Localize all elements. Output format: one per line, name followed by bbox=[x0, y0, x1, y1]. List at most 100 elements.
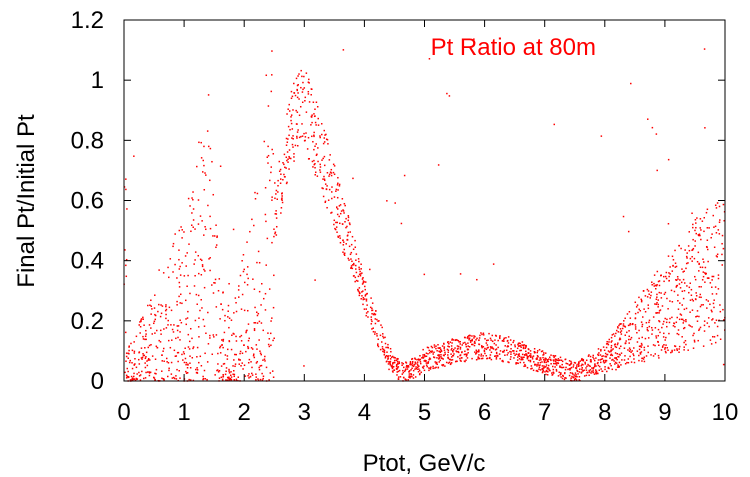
data-point bbox=[657, 280, 660, 283]
data-point bbox=[271, 370, 274, 372]
data-point bbox=[693, 339, 696, 342]
data-point bbox=[255, 376, 258, 378]
data-point bbox=[365, 308, 368, 310]
data-point bbox=[612, 358, 614, 361]
data-point bbox=[543, 360, 546, 363]
data-point bbox=[554, 358, 557, 360]
data-point bbox=[634, 301, 637, 304]
data-point bbox=[576, 375, 578, 378]
data-point bbox=[405, 366, 408, 368]
data-point bbox=[684, 339, 687, 342]
data-point bbox=[139, 374, 142, 376]
data-point bbox=[522, 346, 525, 349]
data-point bbox=[192, 219, 195, 221]
data-point bbox=[718, 233, 721, 235]
data-point bbox=[572, 364, 575, 366]
data-point bbox=[240, 334, 243, 337]
data-point bbox=[557, 358, 560, 360]
data-point bbox=[323, 137, 326, 139]
data-point bbox=[328, 159, 331, 161]
data-point bbox=[658, 344, 660, 346]
data-point bbox=[655, 312, 658, 314]
data-point bbox=[646, 327, 649, 329]
data-point bbox=[202, 375, 204, 378]
data-point bbox=[322, 195, 325, 198]
data-point bbox=[188, 348, 191, 350]
data-point bbox=[474, 353, 477, 355]
data-point bbox=[600, 361, 602, 364]
data-point bbox=[451, 342, 453, 344]
data-point bbox=[529, 350, 532, 352]
data-point bbox=[632, 353, 634, 355]
data-point bbox=[655, 335, 657, 337]
data-point bbox=[432, 367, 434, 370]
data-point bbox=[629, 338, 632, 341]
data-point bbox=[351, 235, 354, 238]
data-point bbox=[560, 373, 562, 375]
data-point bbox=[629, 322, 632, 325]
data-point bbox=[310, 94, 312, 96]
data-point bbox=[545, 373, 547, 376]
data-point bbox=[671, 351, 673, 353]
data-point bbox=[584, 363, 587, 365]
data-point bbox=[257, 379, 260, 382]
data-point bbox=[545, 369, 548, 372]
data-point bbox=[422, 354, 424, 356]
data-point bbox=[521, 353, 524, 356]
data-point bbox=[679, 279, 681, 281]
data-point bbox=[660, 292, 662, 294]
data-point bbox=[456, 345, 459, 347]
data-point bbox=[638, 329, 640, 332]
data-point bbox=[608, 338, 611, 341]
data-point bbox=[615, 357, 617, 360]
data-point bbox=[242, 368, 244, 370]
data-point bbox=[449, 341, 452, 343]
data-point bbox=[717, 288, 720, 290]
data-point bbox=[162, 347, 165, 350]
data-point bbox=[576, 366, 578, 368]
data-point bbox=[600, 368, 602, 370]
data-point bbox=[589, 355, 592, 358]
data-point bbox=[222, 340, 224, 342]
data-point bbox=[665, 277, 668, 280]
data-point bbox=[128, 346, 130, 348]
data-point bbox=[572, 366, 575, 368]
data-point bbox=[706, 277, 709, 279]
data-point bbox=[716, 334, 719, 337]
data-point bbox=[371, 312, 373, 315]
data-point bbox=[253, 288, 256, 290]
data-point bbox=[221, 378, 224, 381]
data-point bbox=[668, 321, 671, 324]
data-point bbox=[339, 222, 341, 225]
data-point bbox=[220, 303, 222, 305]
data-point bbox=[704, 281, 706, 283]
data-point bbox=[372, 330, 375, 333]
data-point bbox=[436, 350, 438, 352]
data-point bbox=[313, 131, 315, 134]
data-point bbox=[528, 348, 530, 351]
data-point bbox=[515, 350, 518, 353]
data-point bbox=[192, 226, 194, 228]
data-point bbox=[247, 345, 249, 348]
data-point bbox=[584, 361, 586, 364]
data-point bbox=[256, 192, 259, 195]
data-point bbox=[402, 376, 405, 379]
data-point bbox=[167, 339, 170, 342]
data-point bbox=[524, 363, 526, 366]
data-point bbox=[303, 365, 305, 367]
data-point bbox=[433, 351, 435, 354]
data-point bbox=[713, 336, 716, 338]
data-point bbox=[327, 199, 330, 201]
data-point bbox=[548, 369, 551, 372]
data-point bbox=[151, 333, 153, 335]
data-point bbox=[716, 256, 718, 258]
data-point bbox=[222, 373, 224, 376]
data-point bbox=[490, 351, 493, 354]
data-point bbox=[214, 278, 217, 281]
data-point bbox=[128, 349, 130, 352]
data-point bbox=[546, 370, 548, 373]
data-point bbox=[258, 261, 261, 264]
data-point bbox=[185, 265, 187, 267]
data-point bbox=[698, 315, 700, 318]
data-point bbox=[646, 329, 649, 331]
